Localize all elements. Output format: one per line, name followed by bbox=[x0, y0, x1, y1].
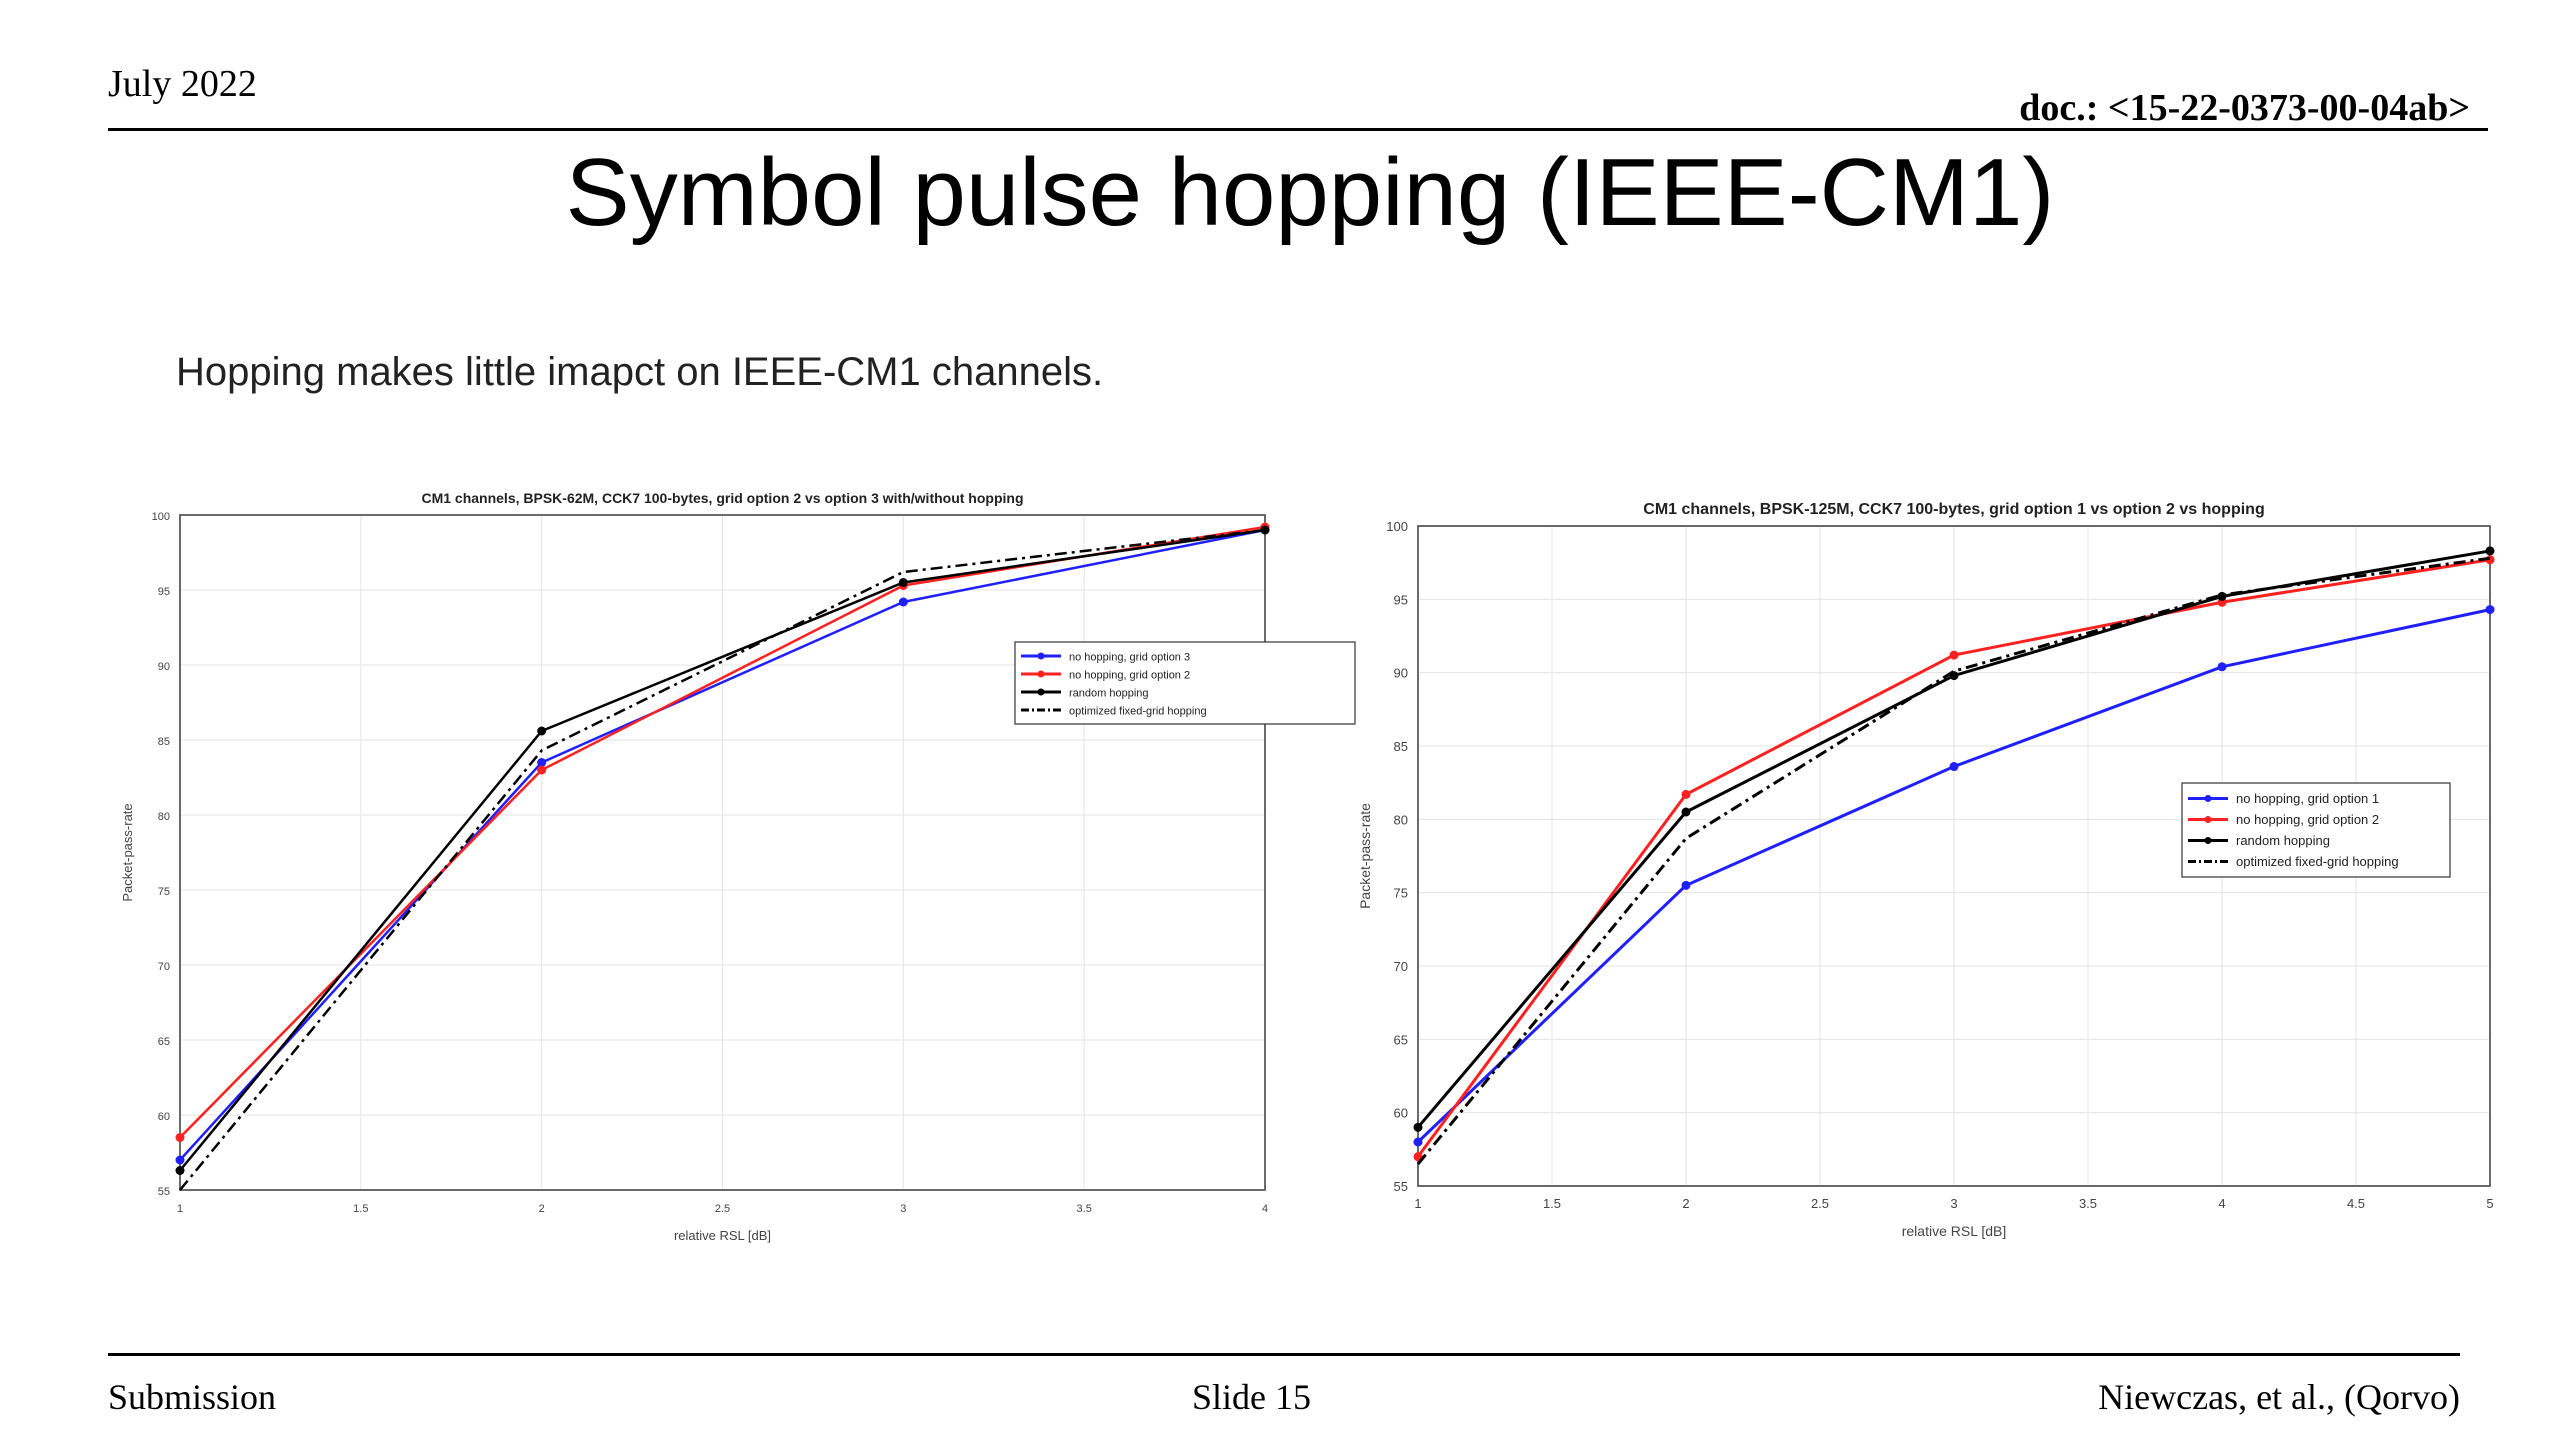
x-tick-label: 3 bbox=[1950, 1196, 1957, 1211]
y-tick-label: 55 bbox=[158, 1186, 170, 1198]
header-doc-id: doc.: <15-22-0373-00-04ab> bbox=[2019, 87, 2470, 129]
y-tick-label: 75 bbox=[158, 886, 170, 898]
footer-rule bbox=[108, 1353, 2460, 1356]
data-point bbox=[175, 1155, 185, 1165]
y-tick-label: 85 bbox=[158, 736, 170, 748]
x-tick-label: 1.5 bbox=[353, 1203, 368, 1215]
x-tick-label: 4 bbox=[2218, 1196, 2225, 1211]
y-tick-label: 80 bbox=[1394, 812, 1408, 827]
y-tick-label: 70 bbox=[158, 961, 170, 973]
chart-bpsk-125m: CM1 channels, BPSK-125M, CCK7 100-bytes,… bbox=[1357, 501, 2495, 1239]
legend bbox=[1014, 641, 1356, 725]
data-point bbox=[2485, 546, 2495, 556]
x-tick-label: 2 bbox=[1682, 1196, 1689, 1211]
x-tick-label: 2 bbox=[539, 1203, 545, 1215]
data-point bbox=[175, 1166, 185, 1175]
y-tick-label: 55 bbox=[1394, 1179, 1408, 1194]
x-tick-label: 4.5 bbox=[2347, 1196, 2365, 1211]
y-tick-label: 80 bbox=[158, 811, 170, 823]
x-tick-label: 3.5 bbox=[1077, 1203, 1092, 1215]
header-date: July 2022 bbox=[108, 63, 257, 105]
y-tick-label: 90 bbox=[1394, 666, 1408, 681]
x-tick-label: 2.5 bbox=[1811, 1196, 1829, 1211]
data-point bbox=[2217, 662, 2227, 672]
series-line-4 bbox=[179, 528, 1266, 1191]
data-point bbox=[1681, 880, 1691, 890]
x-tick-label: 1.5 bbox=[1543, 1196, 1561, 1211]
data-point bbox=[1413, 1137, 1423, 1147]
x-axis-label: relative RSL [dB] bbox=[674, 1228, 771, 1243]
data-point bbox=[898, 597, 908, 607]
x-tick-label: 3 bbox=[900, 1203, 906, 1215]
y-tick-label: 75 bbox=[1394, 886, 1408, 901]
y-tick-label: 85 bbox=[1394, 739, 1408, 754]
y-axis-label: Packet-pass-rate bbox=[1357, 803, 1373, 909]
legend-label: optimized fixed-grid hopping bbox=[1069, 706, 1207, 718]
y-tick-label: 90 bbox=[158, 661, 170, 673]
y-tick-label: 65 bbox=[1394, 1032, 1408, 1047]
y-tick-label: 70 bbox=[1394, 959, 1408, 974]
legend-marker bbox=[2204, 816, 2212, 823]
y-tick-label: 95 bbox=[158, 586, 170, 598]
series-line-3 bbox=[179, 528, 1266, 1172]
y-tick-label: 60 bbox=[1394, 1106, 1408, 1121]
y-tick-label: 60 bbox=[158, 1111, 170, 1123]
legend-label: no hopping, grid option 1 bbox=[2236, 791, 2379, 806]
series-line-4 bbox=[1416, 556, 2491, 1165]
header-rule bbox=[108, 128, 2488, 131]
footer-submission: Submission bbox=[108, 1377, 277, 1417]
y-axis-label: Packet-pass-rate bbox=[120, 803, 135, 901]
data-point bbox=[1949, 650, 1959, 660]
data-point bbox=[1949, 762, 1959, 772]
data-point bbox=[175, 1133, 185, 1142]
x-tick-label: 4 bbox=[1262, 1203, 1268, 1215]
legend-label: no hopping, grid option 3 bbox=[1069, 652, 1190, 664]
footer-slide-number: Slide 15 bbox=[1192, 1377, 1312, 1417]
y-tick-label: 100 bbox=[1386, 519, 1408, 534]
data-point bbox=[2485, 605, 2495, 615]
data-point bbox=[1681, 789, 1691, 799]
chart-title: CM1 channels, BPSK-62M, CCK7 100-bytes, … bbox=[421, 490, 1023, 506]
data-point bbox=[898, 578, 908, 587]
legend-marker bbox=[2204, 795, 2212, 802]
slide-subtitle: Hopping makes little imapct on IEEE-CM1 … bbox=[176, 350, 1104, 394]
data-point bbox=[1681, 807, 1691, 817]
legend-marker bbox=[1037, 688, 1045, 696]
legend-label: no hopping, grid option 2 bbox=[2236, 812, 2379, 827]
legend-label: random hopping bbox=[1069, 688, 1149, 700]
x-tick-label: 1 bbox=[1414, 1196, 1421, 1211]
legend-marker bbox=[2204, 837, 2212, 844]
chart-title: CM1 channels, BPSK-125M, CCK7 100-bytes,… bbox=[1643, 501, 2264, 518]
data-point bbox=[1413, 1122, 1423, 1132]
y-tick-label: 95 bbox=[1394, 592, 1408, 607]
legend-label: random hopping bbox=[2236, 833, 2330, 848]
legend-label: optimized fixed-grid hopping bbox=[2236, 854, 2399, 869]
data-point bbox=[537, 765, 547, 775]
data-point bbox=[537, 726, 547, 736]
x-tick-label: 2.5 bbox=[715, 1203, 730, 1215]
x-tick-label: 5 bbox=[2486, 1196, 2493, 1211]
footer-authors: Niewczas, et al., (Qorvo) bbox=[2098, 1377, 2460, 1417]
legend-label: no hopping, grid option 2 bbox=[1069, 670, 1190, 682]
series-line-1 bbox=[179, 528, 1266, 1161]
y-tick-label: 65 bbox=[158, 1036, 170, 1048]
x-tick-label: 1 bbox=[177, 1203, 183, 1215]
data-point bbox=[537, 758, 547, 767]
x-tick-label: 3.5 bbox=[2079, 1196, 2097, 1211]
x-axis-label: relative RSL [dB] bbox=[1902, 1223, 2007, 1239]
chart-bpsk-62m: CM1 channels, BPSK-62M, CCK7 100-bytes, … bbox=[120, 490, 1356, 1243]
legend-marker bbox=[1037, 670, 1045, 678]
legend-marker bbox=[1037, 652, 1045, 660]
y-tick-label: 100 bbox=[152, 511, 170, 523]
slide-title: Symbol pulse hopping (IEEE-CM1) bbox=[565, 139, 2055, 246]
